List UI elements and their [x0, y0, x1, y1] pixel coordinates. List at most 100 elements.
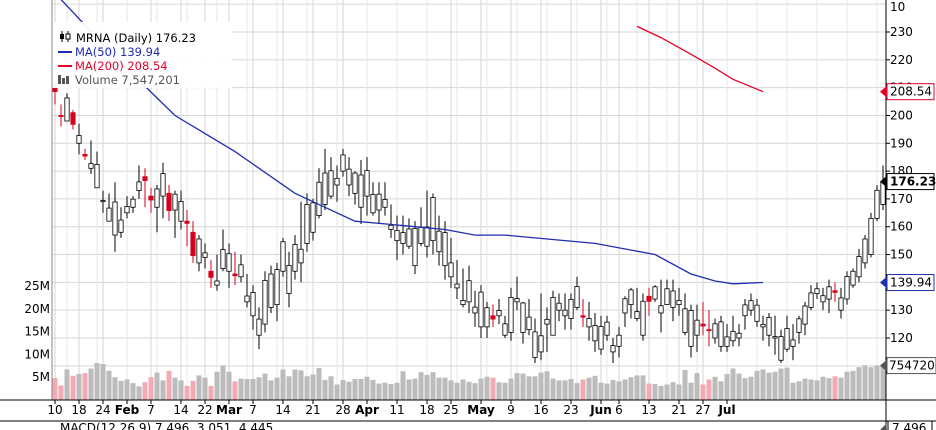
- candle-body: [832, 290, 838, 293]
- volume-bar: [730, 368, 736, 400]
- volume-bar: [310, 374, 316, 400]
- volume-bar: [712, 376, 718, 400]
- volume-bar: [514, 373, 520, 400]
- volume-bar: [580, 379, 586, 400]
- volume-bar: [70, 375, 76, 400]
- volume-bar: [694, 373, 700, 400]
- candle-body: [850, 270, 856, 286]
- date-tick-label: May: [467, 403, 495, 417]
- volume-bar: [424, 374, 430, 400]
- ma50-line: [60, 0, 764, 285]
- date-tick-label: 18: [419, 403, 434, 417]
- candle: [562, 293, 568, 330]
- volume-bar: [646, 383, 652, 400]
- candle: [430, 193, 436, 255]
- candle-body: [472, 306, 478, 314]
- volume-bar: [526, 376, 532, 400]
- candle: [328, 157, 334, 199]
- candle-body: [136, 181, 142, 191]
- candle: [358, 159, 364, 224]
- candle: [856, 248, 862, 283]
- candle-body: [310, 202, 316, 233]
- candle-body: [454, 283, 460, 289]
- candle-body: [400, 232, 406, 244]
- candle: [364, 157, 370, 216]
- volume-bar: [460, 379, 466, 400]
- candle: [388, 204, 394, 238]
- candle: [628, 287, 634, 319]
- candle: [760, 315, 766, 341]
- candle-body: [484, 307, 490, 328]
- volume-bar: [832, 376, 838, 400]
- volume-bar: [394, 382, 400, 400]
- candle-body: [844, 276, 850, 300]
- candle: [730, 315, 736, 347]
- volume-bar: [52, 378, 58, 400]
- volume-bar: [868, 367, 874, 400]
- candle: [550, 290, 556, 336]
- price-tick-label: 150: [890, 248, 913, 262]
- candle: [640, 293, 646, 341]
- volume-bar: [844, 371, 850, 400]
- candle-body: [778, 336, 784, 361]
- volume-bar: [148, 377, 154, 400]
- volume-bar: [262, 373, 268, 400]
- volume-bar: [724, 374, 730, 400]
- candle-body: [406, 228, 412, 247]
- volume-bar: [268, 380, 274, 400]
- candle: [130, 196, 136, 213]
- candle-body: [706, 329, 712, 332]
- candle: [214, 254, 220, 291]
- volume-bar: [466, 381, 472, 400]
- candle-body: [166, 192, 172, 211]
- date-tick-label: 22: [197, 403, 212, 417]
- volume-bar: [538, 372, 544, 400]
- date-tick-label: Mar: [216, 403, 242, 417]
- volume-bar: [484, 376, 490, 400]
- candle-body: [724, 336, 730, 347]
- candle-body: [790, 339, 796, 347]
- volume-bar: [592, 375, 598, 400]
- candle-body: [418, 226, 424, 244]
- candle: [592, 312, 598, 352]
- volume-bar: [532, 376, 538, 400]
- date-tick-label: Feb: [115, 403, 140, 417]
- candle-body: [532, 331, 538, 358]
- candle-body: [700, 323, 706, 327]
- volume-bar: [430, 372, 436, 400]
- volume-bar: [436, 377, 442, 400]
- candle: [670, 279, 676, 322]
- candle-body: [616, 334, 622, 347]
- candle-body: [58, 115, 64, 117]
- candle-body: [766, 317, 772, 336]
- candle: [220, 229, 226, 272]
- price-tag-box: [886, 83, 935, 101]
- candle-body: [64, 97, 70, 122]
- candle-body: [568, 298, 574, 319]
- candle-body: [424, 226, 430, 247]
- candle: [70, 109, 76, 130]
- volume-bar: [706, 379, 712, 400]
- price-tag-box: [886, 274, 935, 292]
- candle: [526, 299, 532, 336]
- candle: [244, 274, 250, 308]
- candle: [160, 162, 166, 219]
- volume-bar: [400, 371, 406, 400]
- candle: [454, 260, 460, 300]
- volume-bar: [232, 381, 238, 400]
- volume-bar: [220, 365, 226, 400]
- candle: [472, 290, 478, 327]
- candle: [142, 168, 148, 208]
- volume-bar: [286, 376, 292, 400]
- volume-bar: [778, 368, 784, 400]
- price-tick-label: 160: [890, 220, 913, 234]
- candle-body: [274, 269, 280, 306]
- candle: [226, 243, 232, 288]
- volume-bar: [472, 383, 478, 400]
- candle-body: [244, 295, 250, 303]
- candle: [790, 324, 796, 361]
- volume-bars: [52, 363, 886, 400]
- candle-body: [508, 296, 514, 333]
